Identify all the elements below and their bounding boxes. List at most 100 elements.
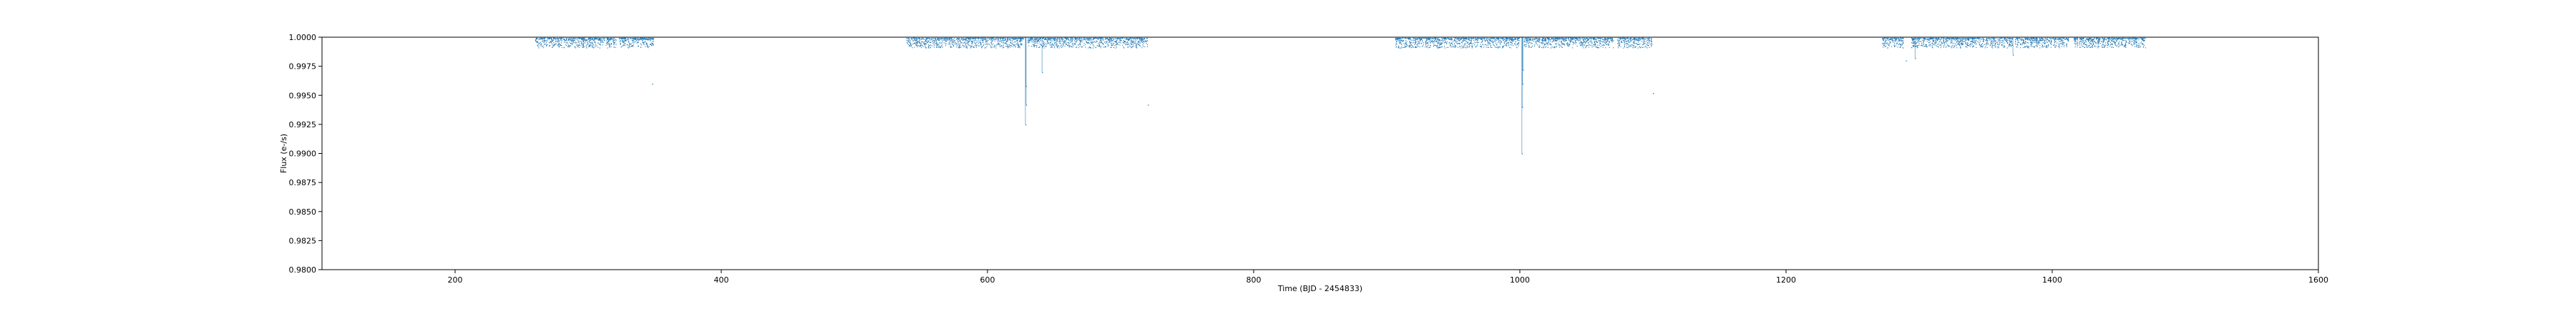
data-point (990, 41, 992, 43)
data-point (1542, 39, 1543, 41)
data-point (1494, 46, 1496, 48)
data-point (1564, 44, 1566, 46)
data-point (1395, 39, 1397, 41)
data-point (930, 42, 931, 44)
data-point (1928, 42, 1930, 44)
data-point (1496, 37, 1498, 39)
data-point (1917, 41, 1918, 42)
data-point (1012, 37, 1013, 39)
data-point (1604, 39, 1606, 41)
data-point (1621, 41, 1622, 43)
data-point (1419, 41, 1420, 43)
data-point (1568, 37, 1569, 39)
data-point (1498, 46, 1500, 47)
data-point (1591, 46, 1593, 48)
data-point (564, 41, 565, 43)
data-point (1611, 39, 1613, 40)
data-point (958, 46, 960, 48)
data-point (1002, 40, 1004, 41)
data-point (1139, 42, 1141, 44)
data-point (976, 41, 977, 43)
data-point (1088, 41, 1090, 43)
data-point (537, 42, 539, 44)
data-point (1051, 38, 1053, 39)
data-point (1997, 41, 1999, 43)
data-point (1929, 44, 1931, 45)
data-point (1984, 44, 1985, 45)
data-point (1599, 38, 1600, 39)
data-point (1075, 39, 1077, 41)
data-point (1622, 37, 1624, 39)
data-point (1539, 40, 1541, 41)
data-point (1503, 43, 1505, 44)
data-point (1639, 39, 1641, 41)
data-point (1568, 39, 1570, 41)
data-point (1971, 37, 1972, 39)
data-point (952, 41, 954, 43)
data-point (1931, 42, 1933, 44)
data-point (1068, 37, 1069, 39)
data-point (1467, 42, 1468, 44)
data-point (985, 46, 986, 48)
data-point (1083, 42, 1085, 44)
data-point (1061, 46, 1063, 48)
data-point (997, 39, 999, 41)
data-point (537, 41, 538, 42)
data-point (1136, 47, 1138, 49)
data-point (632, 40, 633, 41)
data-point (973, 38, 975, 39)
data-point (1480, 39, 1481, 40)
data-point (1051, 46, 1053, 48)
data-point (977, 41, 979, 42)
data-point (1509, 46, 1511, 48)
data-point (1445, 37, 1446, 39)
data-point (1473, 40, 1475, 41)
data-point (1002, 45, 1004, 46)
data-point (1941, 41, 1942, 43)
data-point (1891, 39, 1893, 41)
data-point (1111, 38, 1113, 39)
data-point (914, 42, 916, 44)
data-point (1898, 40, 1900, 41)
data-point (970, 47, 972, 49)
data-point (1046, 44, 1048, 46)
data-point (909, 44, 910, 46)
data-point (1081, 39, 1083, 41)
data-point (1924, 39, 1926, 41)
data-point (1586, 44, 1587, 46)
data-point (1561, 37, 1563, 39)
data-point (972, 38, 973, 39)
data-point (590, 37, 591, 39)
data-point (1499, 38, 1501, 39)
data-point (567, 39, 569, 41)
data-point (1618, 37, 1619, 39)
data-point (538, 39, 540, 41)
data-point (1566, 39, 1567, 41)
data-point (1605, 47, 1606, 49)
data-point (1624, 38, 1626, 39)
data-point (1109, 41, 1111, 43)
data-point (1636, 39, 1637, 41)
data-point (1634, 43, 1636, 44)
data-point (1637, 39, 1639, 41)
data-point (1604, 37, 1606, 39)
data-point (1639, 37, 1640, 39)
data-point (1551, 37, 1552, 39)
data-point (930, 41, 932, 43)
data-point (1493, 41, 1495, 42)
data-point (1946, 37, 1948, 39)
data-point (1433, 41, 1435, 43)
data-point (1078, 44, 1079, 46)
data-point (973, 39, 975, 41)
data-point (1962, 41, 1963, 42)
data-point (1088, 43, 1090, 44)
data-point (1494, 40, 1496, 41)
data-point (633, 39, 635, 40)
data-point (1415, 38, 1417, 39)
data-point (1111, 44, 1112, 46)
data-point (1138, 37, 1140, 39)
data-point (1553, 46, 1555, 48)
data-point (1475, 39, 1476, 41)
data-point (1586, 38, 1588, 39)
data-point (1058, 39, 1060, 41)
